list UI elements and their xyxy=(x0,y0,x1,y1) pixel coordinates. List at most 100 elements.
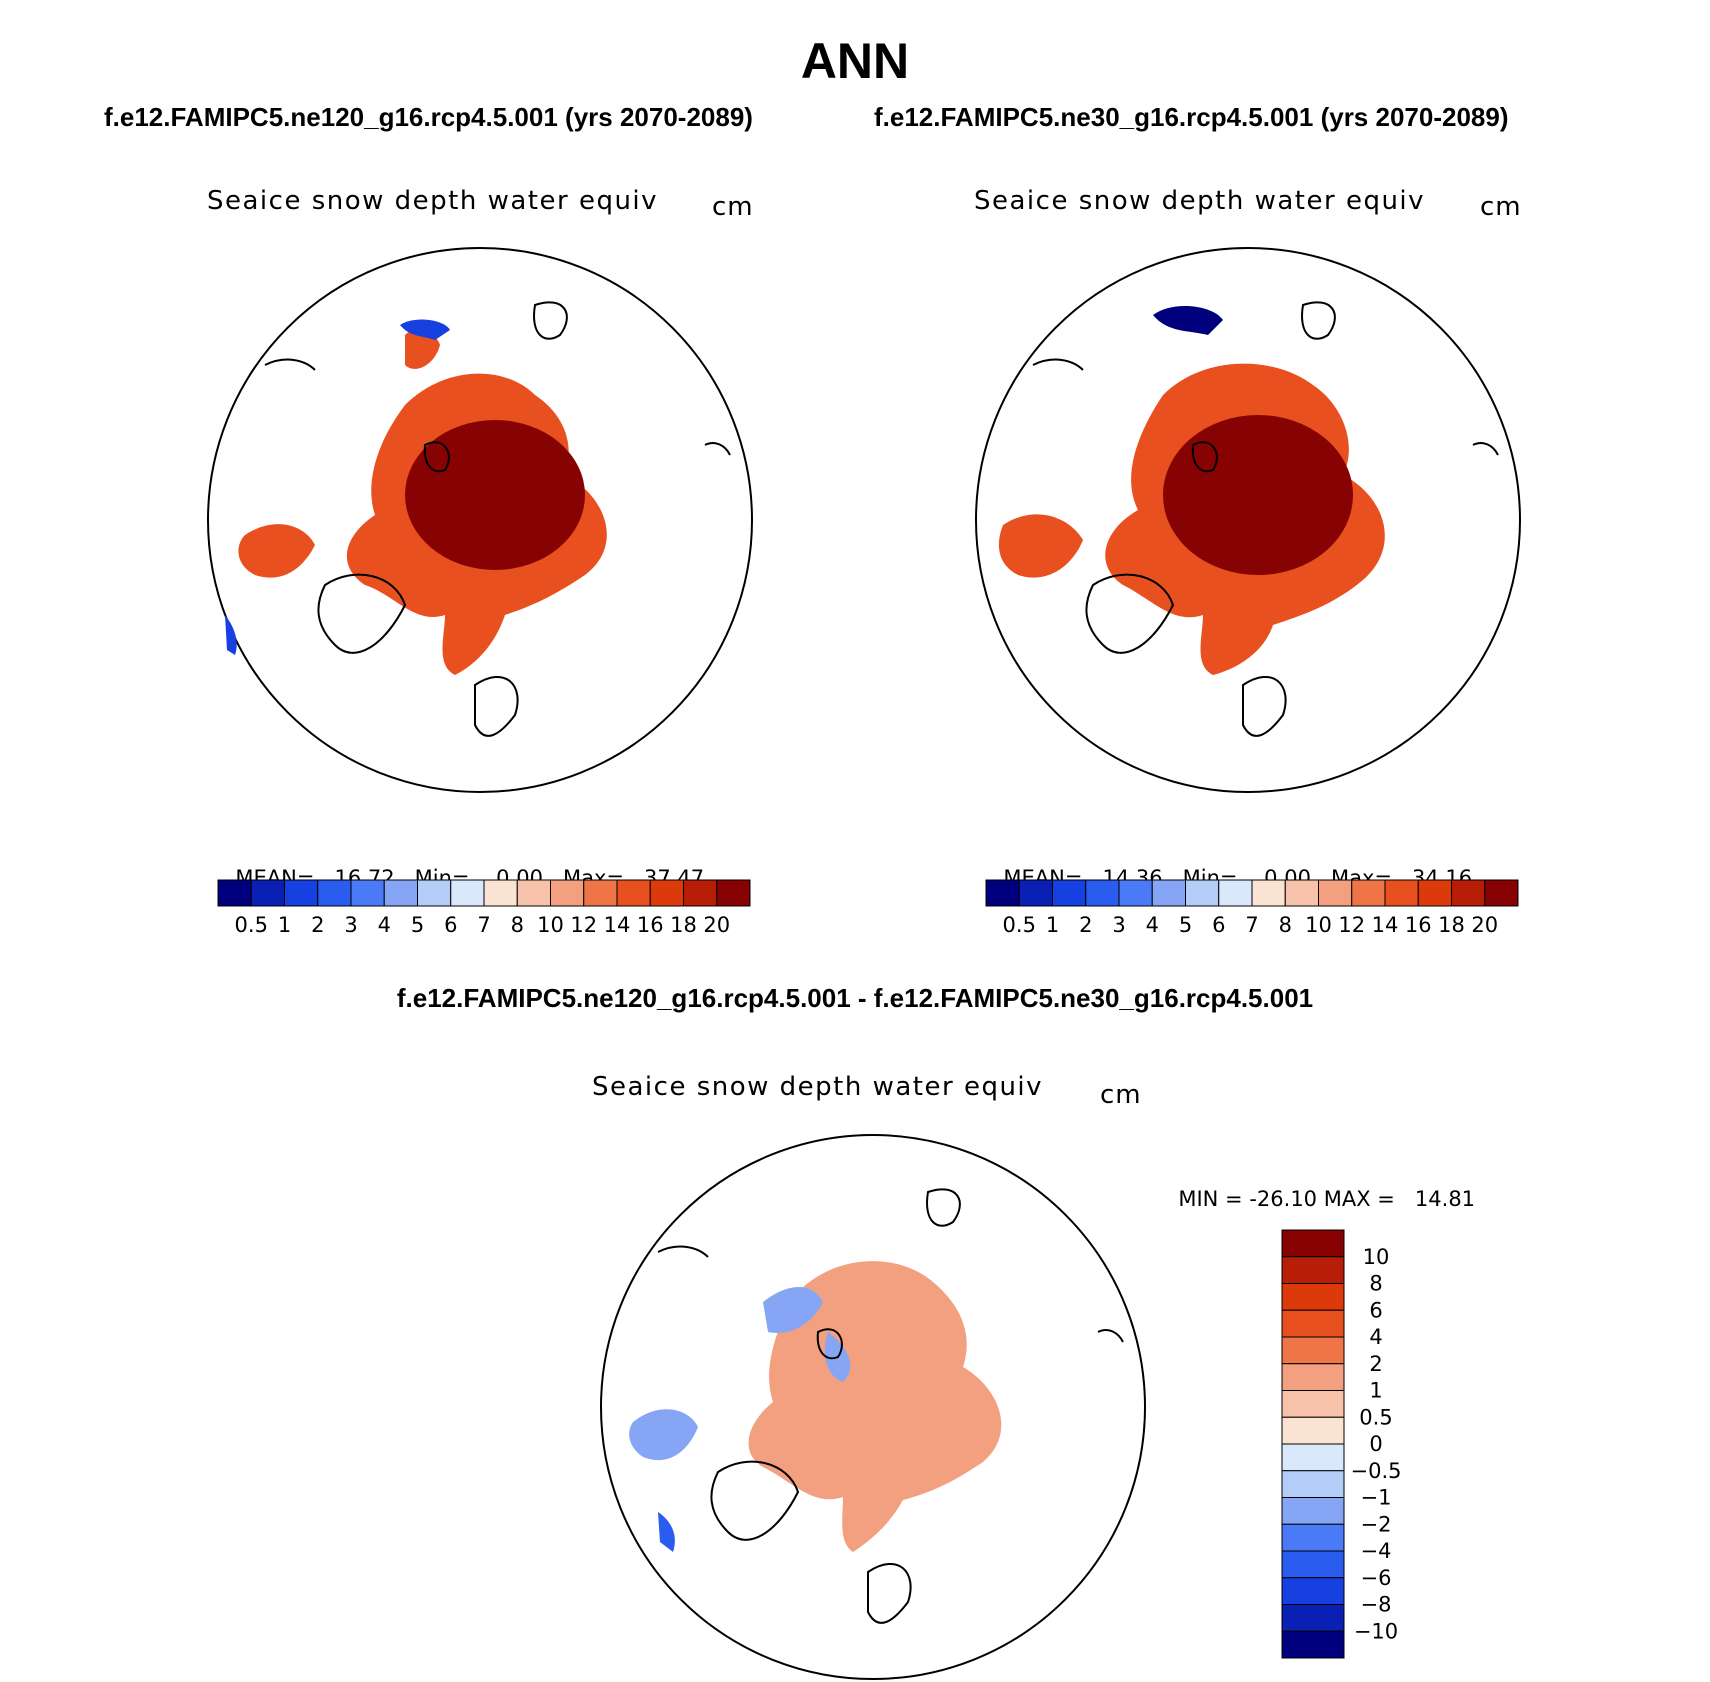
left-colorbar-tick-label: 3 xyxy=(344,913,357,937)
case-title-right: f.e12.FAMIPC5.ne30_g16.rcp4.5.001 (yrs 2… xyxy=(874,102,1509,132)
panel-left-units: cm xyxy=(712,192,754,222)
right-colorbar-swatch-5 xyxy=(1151,879,1186,907)
panel-right-units: cm xyxy=(1480,192,1522,222)
left-colorbar-tick-label: 10 xyxy=(537,913,564,937)
right-colorbar-tick-label: 7 xyxy=(1245,913,1258,937)
left-colorbar-tick-label: 4 xyxy=(378,913,391,937)
left-colorbar-swatch-12 xyxy=(616,879,651,907)
sea-ice-core xyxy=(405,420,585,570)
left-colorbar-tick-label: 12 xyxy=(570,913,597,937)
right-colorbar-swatch-13 xyxy=(1417,879,1452,907)
sea-ice-core xyxy=(1163,415,1353,575)
right-colorbar-tick-label: 2 xyxy=(1079,913,1092,937)
left-colorbar-tick-label: 18 xyxy=(670,913,697,937)
panel-right-variable: Seaice snow depth water equiv xyxy=(974,186,1426,216)
diff-colorbar-tick-label: −1 xyxy=(1361,1486,1392,1510)
panel-diff-stats: MIN = -26.10 MAX = 14.81 xyxy=(1165,1163,1475,1211)
right-colorbar-swatch-1 xyxy=(1018,879,1053,907)
diff-colorbar-tick-label: 6 xyxy=(1369,1298,1382,1322)
left-colorbar-swatch-4 xyxy=(350,879,385,907)
right-colorbar-swatch-10 xyxy=(1318,879,1353,907)
diff-colorbar-swatch-13 xyxy=(1281,1577,1345,1605)
diff-colorbar-swatch-15 xyxy=(1281,1630,1345,1659)
diff-colorbar-tick-label: 1 xyxy=(1369,1379,1382,1403)
left-colorbar-swatch-6 xyxy=(417,879,452,907)
left-colorbar-tick-label: 7 xyxy=(477,913,490,937)
diff-colorbar-tick-label: −6 xyxy=(1361,1566,1392,1590)
diff-colorbar-tick-label: 0 xyxy=(1369,1432,1382,1456)
diff-colorbar-swatch-14 xyxy=(1281,1604,1345,1632)
right-colorbar-swatch-6 xyxy=(1185,879,1220,907)
season-title: ANN xyxy=(800,33,910,89)
left-colorbar-tick-label: 8 xyxy=(511,913,524,937)
diff-colorbar-swatch-4 xyxy=(1281,1336,1345,1365)
right-colorbar-swatch-0 xyxy=(985,879,1020,907)
case-title-left: f.e12.FAMIPC5.ne120_g16.rcp4.5.001 (yrs … xyxy=(104,102,753,132)
left-colorbar-swatch-15 xyxy=(716,879,751,907)
diff-colorbar-tick-label: −8 xyxy=(1361,1593,1392,1617)
diff-field-negative xyxy=(629,1287,851,1461)
right-colorbar-tick-label: 4 xyxy=(1146,913,1159,937)
left-colorbar-tick-label: 1 xyxy=(278,913,291,937)
left-colorbar-swatch-10 xyxy=(550,879,585,907)
right-colorbar-tick-label: 20 xyxy=(1471,913,1498,937)
diff-colorbar-tick-label: −2 xyxy=(1361,1512,1392,1536)
coastlines xyxy=(657,1188,1124,1624)
left-colorbar-tick-label: 16 xyxy=(637,913,664,937)
diff-field-positive xyxy=(748,1261,1002,1552)
left-colorbar-swatch-7 xyxy=(450,879,485,907)
diff-colorbar-swatch-12 xyxy=(1281,1550,1345,1579)
panel-right-colorbar: 0.5 1 2 3 4 5 6 7 8 10 12 14 16 18 20 xyxy=(985,879,1519,937)
left-colorbar-tick-label: 2 xyxy=(311,913,324,937)
sea-ice-fringe xyxy=(225,319,450,655)
diff-colorbar-tick-label: −0.5 xyxy=(1351,1459,1402,1483)
left-colorbar-tick-label: 20 xyxy=(703,913,730,937)
left-colorbar-swatch-1 xyxy=(250,879,285,907)
left-colorbar-swatch-11 xyxy=(583,879,618,907)
panel-left-variable: Seaice snow depth water equiv xyxy=(207,186,659,216)
right-colorbar-swatch-11 xyxy=(1351,879,1386,907)
panel-right-map xyxy=(975,247,1521,793)
left-colorbar-swatch-9 xyxy=(516,879,551,907)
right-colorbar-swatch-9 xyxy=(1284,879,1319,907)
left-colorbar-swatch-3 xyxy=(317,879,352,907)
diff-colorbar-swatch-6 xyxy=(1281,1390,1345,1418)
right-colorbar-tick-label: 6 xyxy=(1212,913,1225,937)
right-colorbar-tick-label: 18 xyxy=(1438,913,1465,937)
right-colorbar-swatch-14 xyxy=(1451,879,1486,907)
diff-colorbar-swatch-9 xyxy=(1281,1470,1345,1498)
left-colorbar-swatch-5 xyxy=(383,879,418,907)
max-label: MAX = xyxy=(1323,1187,1395,1211)
right-colorbar-swatch-8 xyxy=(1251,879,1286,907)
right-colorbar-swatch-3 xyxy=(1085,879,1120,907)
left-colorbar-tick-label: 6 xyxy=(444,913,457,937)
diff-colorbar-tick-label: 8 xyxy=(1369,1272,1382,1296)
diff-colorbar-swatch-0 xyxy=(1281,1229,1345,1258)
diff-colorbar-tick-label: 2 xyxy=(1369,1352,1382,1376)
right-colorbar-swatch-12 xyxy=(1384,879,1419,907)
diff-title: f.e12.FAMIPC5.ne120_g16.rcp4.5.001 - f.e… xyxy=(396,983,1314,1013)
panel-diff-colorbar: 10 86 4 2 10.5 0 −0.5 −1−2 −4 −6 −8−10 xyxy=(1281,1229,1402,1659)
left-colorbar-swatch-2 xyxy=(284,879,319,907)
coastlines xyxy=(1032,301,1499,737)
left-colorbar-swatch-0 xyxy=(217,879,252,907)
right-colorbar-tick-label: 10 xyxy=(1305,913,1332,937)
sea-ice-fringe xyxy=(1153,305,1223,335)
panel-diff-variable: Seaice snow depth water equiv xyxy=(592,1072,1044,1102)
diff-colorbar-tick-label: 10 xyxy=(1363,1245,1390,1269)
diff-colorbar-tick-label: −4 xyxy=(1361,1539,1392,1563)
right-colorbar-tick-label: 0.5 xyxy=(1003,913,1036,937)
right-colorbar-tick-label: 14 xyxy=(1372,913,1399,937)
right-colorbar-swatch-2 xyxy=(1052,879,1087,907)
max-value: 14.81 xyxy=(1414,1187,1476,1211)
right-colorbar-tick-label: 5 xyxy=(1179,913,1192,937)
diff-field-strong-negative xyxy=(658,1512,675,1552)
diff-colorbar-swatch-5 xyxy=(1281,1363,1345,1391)
diff-colorbar-swatch-11 xyxy=(1281,1523,1345,1552)
coastlines xyxy=(264,301,731,737)
diff-colorbar-swatch-8 xyxy=(1281,1443,1345,1472)
panel-diff-units: cm xyxy=(1100,1080,1142,1110)
diff-colorbar-tick-label: −10 xyxy=(1354,1619,1398,1643)
left-colorbar-swatch-8 xyxy=(483,879,518,907)
right-colorbar-tick-label: 8 xyxy=(1279,913,1292,937)
